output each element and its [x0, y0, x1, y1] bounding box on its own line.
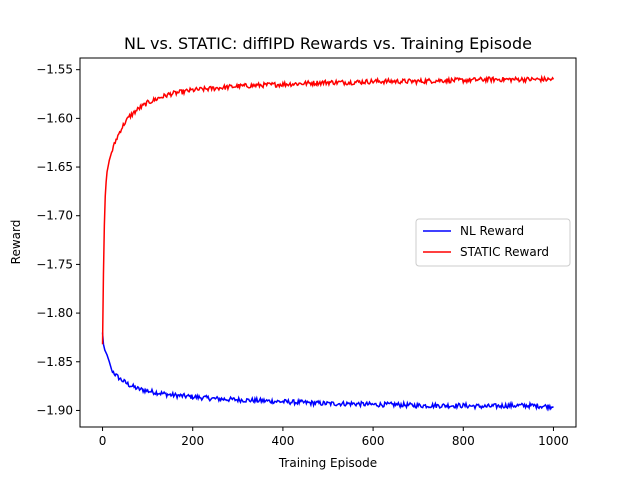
legend-label-nl: NL Reward: [460, 224, 524, 238]
y-tick-label: −1.55: [36, 63, 73, 77]
x-axis-ticks: 0 200 400 600 800 1000: [99, 427, 569, 448]
series-layer: [101, 74, 555, 412]
y-tick-label: −1.60: [36, 111, 73, 125]
x-tick-label: 200: [181, 434, 204, 448]
series-line-nl-reward: [101, 332, 554, 412]
x-axis-label: Training Episode: [278, 456, 377, 470]
y-tick-label: −1.90: [36, 403, 73, 417]
x-tick-label: 800: [452, 434, 475, 448]
y-tick-label: −1.65: [36, 160, 73, 174]
x-tick-label: 600: [362, 434, 385, 448]
y-tick-label: −1.70: [36, 209, 73, 223]
x-tick-label: 0: [99, 434, 107, 448]
y-axis-label: Reward: [9, 220, 23, 265]
legend: NL Reward STATIC Reward: [415, 218, 571, 267]
series-line-static-reward: [101, 74, 555, 345]
x-tick-label: 1000: [538, 434, 569, 448]
y-tick-label: −1.80: [36, 306, 73, 320]
chart-title: NL vs. STATIC: diffIPD Rewards vs. Train…: [124, 34, 532, 53]
y-tick-label: −1.75: [36, 257, 73, 271]
plot-frame: [79, 57, 577, 428]
legend-box: [415, 218, 571, 267]
legend-label-static: STATIC Reward: [460, 245, 549, 259]
y-tick-label: −1.85: [36, 355, 73, 369]
x-tick-label: 400: [271, 434, 294, 448]
y-axis-ticks: −1.90 −1.85 −1.80 −1.75 −1.70 −1.65 −1.60 −1.55: [36, 63, 80, 417]
